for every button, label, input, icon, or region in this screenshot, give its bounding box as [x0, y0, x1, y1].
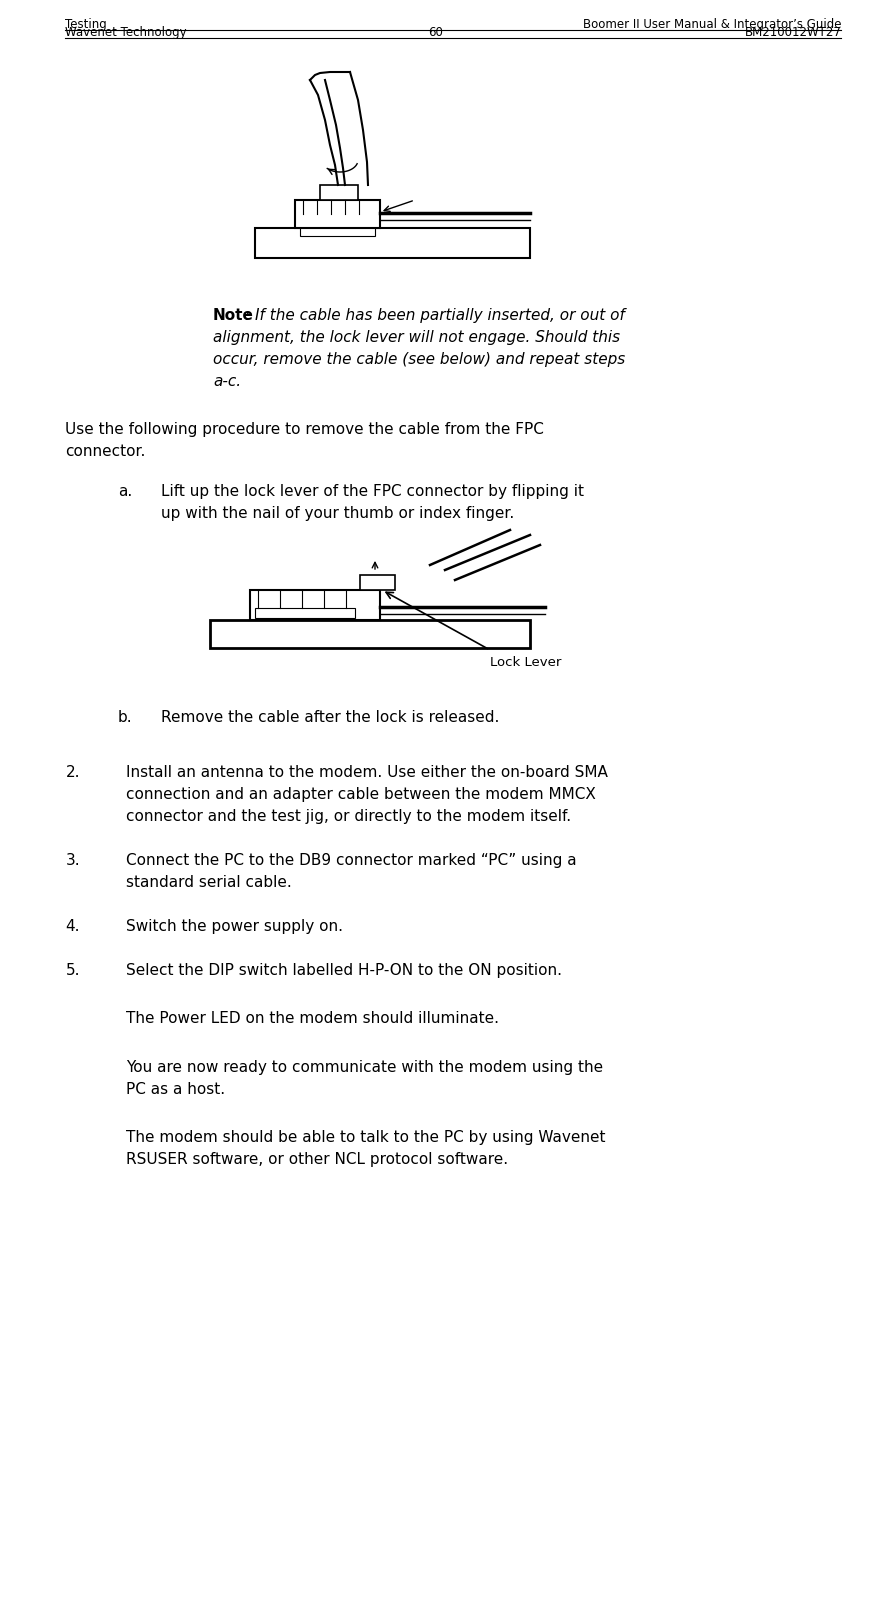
- Text: a-c.: a-c.: [213, 374, 242, 390]
- Text: alignment, the lock lever will not engage. Should this: alignment, the lock lever will not engag…: [213, 330, 620, 345]
- Text: a.: a.: [118, 484, 132, 499]
- Text: Switch the power supply on.: Switch the power supply on.: [126, 919, 344, 934]
- Text: Use the following procedure to remove the cable from the FPC: Use the following procedure to remove th…: [65, 422, 544, 438]
- Bar: [295, 200, 380, 228]
- Text: Note: Note: [213, 308, 254, 322]
- Text: : If the cable has been partially inserted, or out of: : If the cable has been partially insert…: [245, 308, 625, 322]
- Text: occur, remove the cable (see below) and repeat steps: occur, remove the cable (see below) and …: [213, 351, 625, 367]
- Text: You are now ready to communicate with the modem using the: You are now ready to communicate with th…: [126, 1060, 603, 1075]
- Text: b.: b.: [118, 711, 133, 725]
- Text: standard serial cable.: standard serial cable.: [126, 876, 292, 890]
- Text: Testing: Testing: [65, 18, 107, 30]
- Text: connector and the test jig, or directly to the modem itself.: connector and the test jig, or directly …: [126, 808, 571, 824]
- Text: Wavenet Technology: Wavenet Technology: [65, 26, 187, 38]
- Text: PC as a host.: PC as a host.: [126, 1081, 226, 1097]
- Bar: [250, 590, 380, 621]
- Bar: [360, 574, 395, 590]
- Text: RSUSER software, or other NCL protocol software.: RSUSER software, or other NCL protocol s…: [126, 1152, 508, 1168]
- Bar: [255, 608, 355, 618]
- Bar: [255, 228, 530, 258]
- Text: 5.: 5.: [65, 962, 80, 978]
- Text: Lift up the lock lever of the FPC connector by flipping it: Lift up the lock lever of the FPC connec…: [161, 484, 584, 499]
- Text: connector.: connector.: [65, 444, 146, 459]
- Bar: [300, 228, 375, 236]
- Text: Connect the PC to the DB9 connector marked “PC” using a: Connect the PC to the DB9 connector mark…: [126, 853, 577, 868]
- Text: 2.: 2.: [65, 765, 80, 780]
- Text: connection and an adapter cable between the modem MMCX: connection and an adapter cable between …: [126, 788, 596, 802]
- Text: The Power LED on the modem should illuminate.: The Power LED on the modem should illumi…: [126, 1012, 500, 1027]
- Text: up with the nail of your thumb or index finger.: up with the nail of your thumb or index …: [161, 505, 514, 521]
- Text: BM210012WT27: BM210012WT27: [745, 26, 841, 38]
- Bar: [210, 621, 530, 648]
- Bar: [320, 184, 358, 200]
- Text: 3.: 3.: [65, 853, 80, 868]
- Text: 4.: 4.: [65, 919, 80, 934]
- Text: Install an antenna to the modem. Use either the on-board SMA: Install an antenna to the modem. Use eit…: [126, 765, 609, 780]
- Text: The modem should be able to talk to the PC by using Wavenet: The modem should be able to talk to the …: [126, 1131, 606, 1145]
- Text: Select the DIP switch labelled H-P-ON to the ON position.: Select the DIP switch labelled H-P-ON to…: [126, 962, 562, 978]
- Text: Boomer II User Manual & Integrator’s Guide: Boomer II User Manual & Integrator’s Gui…: [583, 18, 841, 30]
- Text: Lock Lever: Lock Lever: [490, 656, 562, 669]
- Text: Remove the cable after the lock is released.: Remove the cable after the lock is relea…: [161, 711, 500, 725]
- Text: 60: 60: [428, 26, 444, 38]
